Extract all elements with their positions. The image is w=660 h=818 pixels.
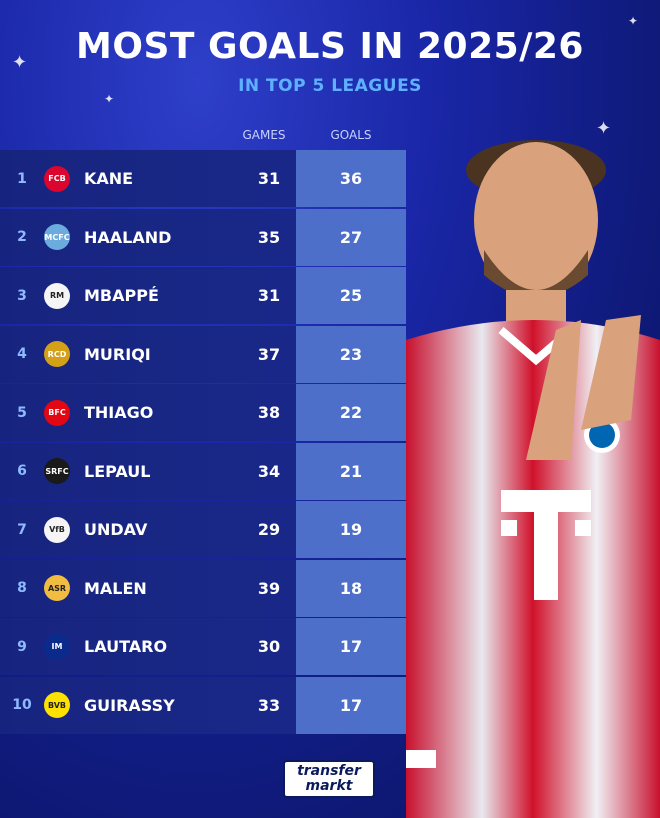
rank: 5 <box>17 404 27 421</box>
games-value: 33 <box>257 695 281 715</box>
table-row: 10 BVB GUIRASSY 33 17 <box>0 676 406 734</box>
player-name: THIAGO <box>84 403 154 422</box>
rank: 7 <box>17 521 27 538</box>
sparkle-icon: ✦ <box>596 118 612 139</box>
goals-value: 19 <box>296 501 406 558</box>
page-subtitle: IN TOP 5 LEAGUES <box>238 76 422 96</box>
games-value: 29 <box>257 520 281 539</box>
games-value: 39 <box>257 578 281 598</box>
real-madrid-badge: RM <box>44 282 70 309</box>
rank: 8 <box>17 580 27 596</box>
table-row: 7 VfB UNDAV 29 19 <box>0 501 406 558</box>
sparkle-icon: ✦ <box>628 14 639 28</box>
transfermarkt-logo: transfer markt <box>283 760 375 798</box>
player-name: GUIRASSY <box>84 695 175 715</box>
goals-column-header: GOALS <box>330 128 372 142</box>
mallorca-badge: RCD <box>44 341 70 367</box>
player-name: LEPAUL <box>84 461 151 481</box>
table-row: 9 IM LAUTARO 30 17 <box>0 618 406 675</box>
brentford-badge: BFC <box>44 399 70 426</box>
logo-line-2: markt <box>305 778 353 794</box>
goals-value: 23 <box>296 325 406 383</box>
player-name: KANE <box>84 169 134 188</box>
player-name: LAUTARO <box>84 637 168 656</box>
goals-value: 36 <box>296 150 406 207</box>
rank: 1 <box>17 170 27 187</box>
games-value: 34 <box>257 461 281 481</box>
goals-value: 25 <box>296 267 406 324</box>
player-name: UNDAV <box>84 520 148 539</box>
player-name: MALEN <box>84 578 147 598</box>
player-name: MBAPPÉ <box>84 286 159 305</box>
goals-value: 18 <box>296 559 406 617</box>
goals-value: 22 <box>296 384 406 441</box>
table-row: 4 RCD MURIQI 37 23 <box>0 325 406 383</box>
logo-line-1: transfer <box>297 763 361 779</box>
games-value: 37 <box>257 344 281 364</box>
games-value: 38 <box>257 403 281 422</box>
goals-value: 27 <box>296 208 406 266</box>
rank: 3 <box>17 287 27 304</box>
table-row: 6 SRFC LEPAUL 34 21 <box>0 442 406 500</box>
goals-value: 21 <box>296 442 406 500</box>
rennes-badge: SRFC <box>44 458 70 484</box>
sparkle-icon: ✦ <box>12 52 28 73</box>
rank: 6 <box>17 463 27 479</box>
man-city-badge: MCFC <box>44 224 70 250</box>
table-row: 5 BFC THIAGO 38 22 <box>0 384 406 441</box>
roma-badge: ASR <box>44 575 70 601</box>
scorers-table: 1 FCB KANE 31 36 2 MCFC HAALAND 35 27 3 RM MBAPPÉ 31 2… <box>0 150 406 735</box>
sparkle-icon: ✦ <box>104 92 115 106</box>
dortmund-badge: BVB <box>44 692 70 718</box>
stuttgart-badge: VfB <box>44 516 70 543</box>
games-value: 30 <box>257 637 281 656</box>
games-value: 35 <box>257 227 281 247</box>
table-row: 8 ASR MALEN 39 18 <box>0 559 406 617</box>
table-row: 1 FCB KANE 31 36 <box>0 150 406 207</box>
player-name: HAALAND <box>84 227 172 247</box>
table-row: 2 MCFC HAALAND 35 27 <box>0 208 406 266</box>
games-value: 31 <box>257 286 281 305</box>
games-column-header: GAMES <box>242 128 286 142</box>
rank: 4 <box>17 346 27 362</box>
games-value: 31 <box>257 169 281 188</box>
rank: 2 <box>17 229 27 245</box>
rank: 9 <box>17 638 27 655</box>
goals-value: 17 <box>296 618 406 675</box>
goals-value: 17 <box>296 676 406 734</box>
bayern-badge: FCB <box>44 165 70 192</box>
player-name: MURIQI <box>84 344 151 364</box>
table-row: 3 RM MBAPPÉ 31 25 <box>0 267 406 324</box>
inter-badge: IM <box>44 633 70 660</box>
player-photo <box>406 100 660 818</box>
rank: 10 <box>12 697 32 713</box>
page-title: MOST GOALS IN 2025/26 <box>76 26 584 67</box>
